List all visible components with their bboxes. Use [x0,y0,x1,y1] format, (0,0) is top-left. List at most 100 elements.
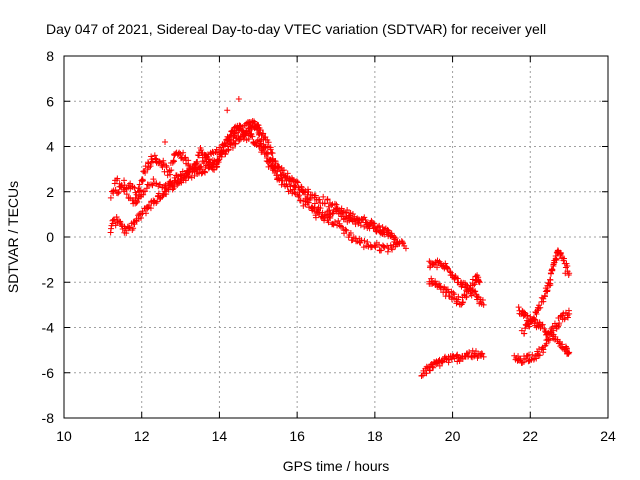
data-point [216,156,223,163]
data-point [167,171,174,178]
data-point [125,224,132,231]
data-point [312,214,319,221]
data-point [339,209,346,216]
data-point [546,337,553,344]
data-point [342,226,349,233]
data-point [479,350,486,357]
data-point [306,196,313,203]
data-point [335,217,342,224]
data-point [112,222,119,229]
data-point [344,207,351,214]
data-point [387,242,394,249]
data-point [349,237,356,244]
data-point [177,150,184,157]
data-point [277,171,284,178]
x-tick-label: 10 [56,428,72,444]
data-point [179,168,186,175]
data-point [269,156,276,163]
data-point [361,237,368,244]
plot-frame [63,55,609,419]
data-point [279,177,286,184]
y-tick-label: 6 [46,93,54,109]
data-point [384,248,391,255]
x-tick-label: 18 [367,428,383,444]
data-point [150,176,157,183]
data-point [221,141,228,148]
data-point [316,196,323,203]
data-point [565,350,572,357]
data-point [117,183,124,190]
y-tick-label: -6 [42,365,55,381]
data-point [148,153,155,160]
data-point [547,276,554,283]
data-point [553,257,560,264]
data-point [231,132,238,139]
data-point [328,202,335,209]
data-point [394,241,401,248]
data-point [539,321,546,328]
data-point [370,220,377,227]
data-point [321,200,328,207]
data-point [265,139,272,146]
data-point [305,199,312,206]
data-point [533,311,540,318]
data-point [143,185,150,192]
data-point [376,222,383,229]
data-point [459,299,466,306]
data-point [423,370,430,377]
data-point [524,352,531,359]
x-tick-label: 22 [522,428,538,444]
data-point [354,215,361,222]
data-point [311,200,318,207]
data-point [123,230,130,237]
data-point [224,107,231,114]
data-point [426,258,433,265]
data-point [455,296,462,303]
data-point [262,143,269,150]
data-point [338,205,345,212]
data-point [294,179,301,186]
data-point [232,140,239,147]
data-point [556,320,563,327]
x-tick-label: 12 [134,428,150,444]
data-point [137,214,144,221]
y-axis-label: SDTVAR / TECUs [5,181,21,293]
data-point [526,323,533,330]
data-point [349,211,356,218]
x-tick-label: 24 [600,428,616,444]
data-point [463,293,470,300]
data-point [312,192,319,199]
data-point [130,225,137,232]
data-point [324,214,331,221]
data-point [541,292,548,299]
data-point [564,314,571,321]
data-point [121,177,128,184]
data-point [242,131,249,138]
data-point [324,196,331,203]
data-point [222,151,229,158]
data-point [264,149,271,156]
data-point [566,349,573,356]
data-point [175,180,182,187]
data-point [113,213,120,220]
data-point [227,131,234,138]
data-point [478,350,485,357]
data-point [107,194,114,201]
data-point [247,121,254,128]
data-point [162,181,169,188]
data-point [430,364,437,371]
data-point [182,154,189,161]
data-point [560,310,567,317]
data-point [163,164,170,171]
data-point [139,176,146,183]
data-point [134,198,141,205]
data-point [475,278,482,285]
data-point [263,150,270,157]
data-point [436,362,443,369]
data-point [235,95,242,102]
data-point [115,189,122,196]
data-point [562,270,569,277]
data-point [170,158,177,165]
data-point [468,292,475,299]
data-point [235,137,242,144]
